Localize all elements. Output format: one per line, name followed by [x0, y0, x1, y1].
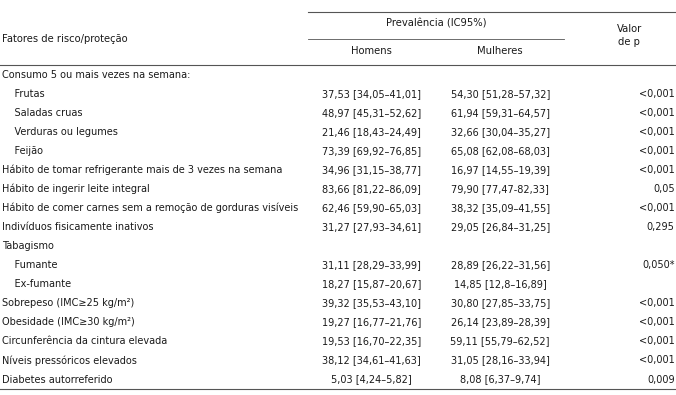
- Text: Indivíduos fisicamente inativos: Indivíduos fisicamente inativos: [2, 222, 153, 232]
- Text: <0,001: <0,001: [639, 127, 675, 137]
- Text: 31,05 [28,16–33,94]: 31,05 [28,16–33,94]: [451, 356, 550, 365]
- Text: 28,89 [26,22–31,56]: 28,89 [26,22–31,56]: [451, 260, 550, 270]
- Text: Frutas: Frutas: [2, 89, 45, 99]
- Text: 39,32 [35,53–43,10]: 39,32 [35,53–43,10]: [322, 298, 421, 308]
- Text: Circunferência da cintura elevada: Circunferência da cintura elevada: [2, 337, 167, 346]
- Text: <0,001: <0,001: [639, 108, 675, 118]
- Text: 65,08 [62,08–68,03]: 65,08 [62,08–68,03]: [451, 146, 550, 156]
- Text: Ex-fumante: Ex-fumante: [2, 279, 71, 289]
- Text: Hábito de ingerir leite integral: Hábito de ingerir leite integral: [2, 184, 150, 194]
- Text: Hábito de tomar refrigerante mais de 3 vezes na semana: Hábito de tomar refrigerante mais de 3 v…: [2, 165, 283, 175]
- Text: 29,05 [26,84–31,25]: 29,05 [26,84–31,25]: [451, 222, 550, 232]
- Text: Valor
de p: Valor de p: [617, 24, 642, 47]
- Text: Níveis pressóricos elevados: Níveis pressóricos elevados: [2, 355, 137, 366]
- Text: <0,001: <0,001: [639, 89, 675, 99]
- Text: 32,66 [30,04–35,27]: 32,66 [30,04–35,27]: [451, 127, 550, 137]
- Text: 79,90 [77,47-82,33]: 79,90 [77,47-82,33]: [452, 184, 549, 194]
- Text: Fumante: Fumante: [2, 260, 57, 270]
- Text: Verduras ou legumes: Verduras ou legumes: [2, 127, 118, 137]
- Text: 18,27 [15,87–20,67]: 18,27 [15,87–20,67]: [322, 279, 422, 289]
- Text: <0,001: <0,001: [639, 318, 675, 327]
- Text: Consumo 5 ou mais vezes na semana:: Consumo 5 ou mais vezes na semana:: [2, 70, 191, 80]
- Text: 21,46 [18,43–24,49]: 21,46 [18,43–24,49]: [322, 127, 421, 137]
- Text: Homens: Homens: [352, 46, 392, 56]
- Text: <0,001: <0,001: [639, 203, 675, 213]
- Text: 37,53 [34,05–41,01]: 37,53 [34,05–41,01]: [322, 89, 421, 99]
- Text: 62,46 [59,90–65,03]: 62,46 [59,90–65,03]: [322, 203, 421, 213]
- Text: 83,66 [81,22–86,09]: 83,66 [81,22–86,09]: [322, 184, 421, 194]
- Text: 5,03 [4,24–5,82]: 5,03 [4,24–5,82]: [331, 374, 412, 385]
- Text: 30,80 [27,85–33,75]: 30,80 [27,85–33,75]: [451, 298, 550, 308]
- Text: 0,05: 0,05: [653, 184, 675, 194]
- Text: 31,11 [28,29–33,99]: 31,11 [28,29–33,99]: [322, 260, 421, 270]
- Text: <0,001: <0,001: [639, 165, 675, 175]
- Text: Tabagismo: Tabagismo: [2, 241, 54, 251]
- Text: 19,27 [16,77–21,76]: 19,27 [16,77–21,76]: [322, 318, 422, 327]
- Text: 31,27 [27,93–34,61]: 31,27 [27,93–34,61]: [322, 222, 421, 232]
- Text: Sobrepeso (IMC≥25 kg/m²): Sobrepeso (IMC≥25 kg/m²): [2, 298, 135, 308]
- Text: 38,32 [35,09–41,55]: 38,32 [35,09–41,55]: [451, 203, 550, 213]
- Text: Obesidade (IMC≥30 kg/m²): Obesidade (IMC≥30 kg/m²): [2, 318, 135, 327]
- Text: 61,94 [59,31–64,57]: 61,94 [59,31–64,57]: [451, 108, 550, 118]
- Text: <0,001: <0,001: [639, 298, 675, 308]
- Text: Mulheres: Mulheres: [477, 46, 523, 56]
- Text: Saladas cruas: Saladas cruas: [2, 108, 82, 118]
- Text: 34,96 [31,15–38,77]: 34,96 [31,15–38,77]: [322, 165, 421, 175]
- Text: <0,001: <0,001: [639, 356, 675, 365]
- Text: 73,39 [69,92–76,85]: 73,39 [69,92–76,85]: [322, 146, 421, 156]
- Text: <0,001: <0,001: [639, 337, 675, 346]
- Text: Hábito de comer carnes sem a remoção de gorduras visíveis: Hábito de comer carnes sem a remoção de …: [2, 203, 298, 213]
- Text: 59,11 [55,79–62,52]: 59,11 [55,79–62,52]: [450, 337, 550, 346]
- Text: 48,97 [45,31–52,62]: 48,97 [45,31–52,62]: [322, 108, 421, 118]
- Text: Diabetes autorreferido: Diabetes autorreferido: [2, 374, 112, 385]
- Text: 26,14 [23,89–28,39]: 26,14 [23,89–28,39]: [451, 318, 550, 327]
- Text: 0,050*: 0,050*: [642, 260, 675, 270]
- Text: 16,97 [14,55–19,39]: 16,97 [14,55–19,39]: [451, 165, 550, 175]
- Text: Prevalência (IC95%): Prevalência (IC95%): [386, 19, 486, 28]
- Text: Fatores de risco/proteção: Fatores de risco/proteção: [2, 34, 128, 43]
- Text: <0,001: <0,001: [639, 146, 675, 156]
- Text: 0,009: 0,009: [647, 374, 675, 385]
- Text: 8,08 [6,37–9,74]: 8,08 [6,37–9,74]: [460, 374, 541, 385]
- Text: Feijão: Feijão: [2, 146, 43, 156]
- Text: 54,30 [51,28–57,32]: 54,30 [51,28–57,32]: [450, 89, 550, 99]
- Text: 14,85 [12,8–16,89]: 14,85 [12,8–16,89]: [454, 279, 547, 289]
- Text: 19,53 [16,70–22,35]: 19,53 [16,70–22,35]: [322, 337, 421, 346]
- Text: 0,295: 0,295: [647, 222, 675, 232]
- Text: 38,12 [34,61–41,63]: 38,12 [34,61–41,63]: [322, 356, 421, 365]
